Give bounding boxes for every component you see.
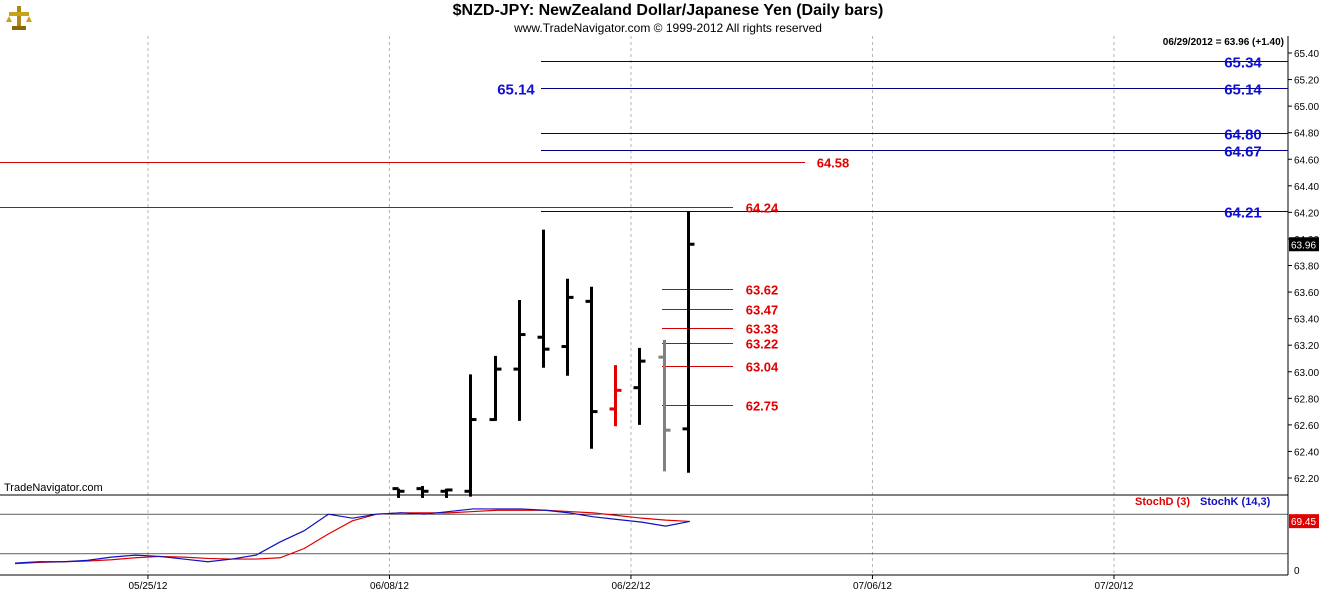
- price-tick-label: 65.40: [1294, 49, 1319, 60]
- price-tick-label: 65.20: [1294, 76, 1319, 87]
- last-price-badge: [1289, 237, 1319, 252]
- price-tick-label: 65.00: [1294, 102, 1319, 113]
- price-tick-label: 63.40: [1294, 315, 1319, 326]
- red-level-label: 64.24: [746, 201, 779, 216]
- price-bars: [392, 211, 695, 498]
- blue-level-left-label: 65.14: [497, 82, 535, 99]
- red-level-label: 62.75: [746, 399, 779, 414]
- price-tick-label: 63.80: [1294, 262, 1319, 273]
- time-tick-label: 05/25/12: [128, 581, 167, 592]
- price-tick-label: 62.60: [1294, 421, 1319, 432]
- price-tick-label: 64.60: [1294, 155, 1319, 166]
- time-tick-label: 06/08/12: [370, 581, 409, 592]
- price-tick-label: 62.20: [1294, 474, 1319, 485]
- blue-level-label: 65.34: [1224, 55, 1262, 72]
- trade-navigator-logo-icon: [6, 6, 32, 30]
- price-tick-label: 63.20: [1294, 341, 1319, 352]
- time-tick-label: 06/22/12: [611, 581, 650, 592]
- stoch-d-legend: StochD (3): [1135, 496, 1190, 508]
- stoch-k-series-line: [14, 508, 690, 564]
- price-tick-label: 62.40: [1294, 447, 1319, 458]
- time-tick-label: 07/06/12: [853, 581, 892, 592]
- price-tick-label: 64.20: [1294, 208, 1319, 219]
- price-tick-label: 64.40: [1294, 182, 1319, 193]
- red-level-label: 63.22: [746, 337, 779, 352]
- blue-level-label: 64.21: [1224, 205, 1262, 222]
- time-tick-label: 07/20/12: [1094, 581, 1133, 592]
- watermark: TradeNavigator.com: [4, 482, 103, 494]
- stoch-tick-label: 0: [1294, 566, 1300, 577]
- price-tick-label: 64.80: [1294, 129, 1319, 140]
- red-level-label: 63.62: [746, 283, 779, 298]
- stoch-d-series-line: [14, 509, 690, 565]
- last-price-badge-label: 63.96: [1291, 240, 1316, 251]
- grid-lines: [147, 36, 1115, 575]
- last-price-readout: 06/29/2012 = 63.96 (+1.40): [1162, 37, 1284, 48]
- price-tick-label: 63.00: [1294, 368, 1319, 379]
- price-tick-label: 62.80: [1294, 394, 1319, 405]
- red-level-label: 63.04: [746, 360, 779, 375]
- blue-level-label: 65.14: [1224, 82, 1262, 99]
- blue-level-label: 64.80: [1224, 127, 1262, 144]
- red-level-label: 63.33: [746, 322, 779, 337]
- stochastic-panel: [0, 508, 1288, 565]
- red-level-label: 64.58: [817, 156, 850, 171]
- copyright-subtitle: www.TradeNavigator.com © 1999-2012 All r…: [514, 21, 822, 35]
- stoch-value-badge: [1289, 514, 1319, 529]
- red-level-label: 63.47: [746, 303, 779, 318]
- chart-title: $NZD-JPY: NewZealand Dollar/Japanese Yen…: [452, 2, 884, 19]
- price-tick-label: 63.60: [1294, 288, 1319, 299]
- axes: 65.4065.2065.0064.8064.6064.4064.2064.00…: [0, 36, 1319, 592]
- blue-level-label: 64.67: [1224, 144, 1262, 161]
- stoch-value-badge-label: 69.45: [1291, 517, 1316, 528]
- stoch-k-legend: StochK (14,3): [1200, 496, 1271, 508]
